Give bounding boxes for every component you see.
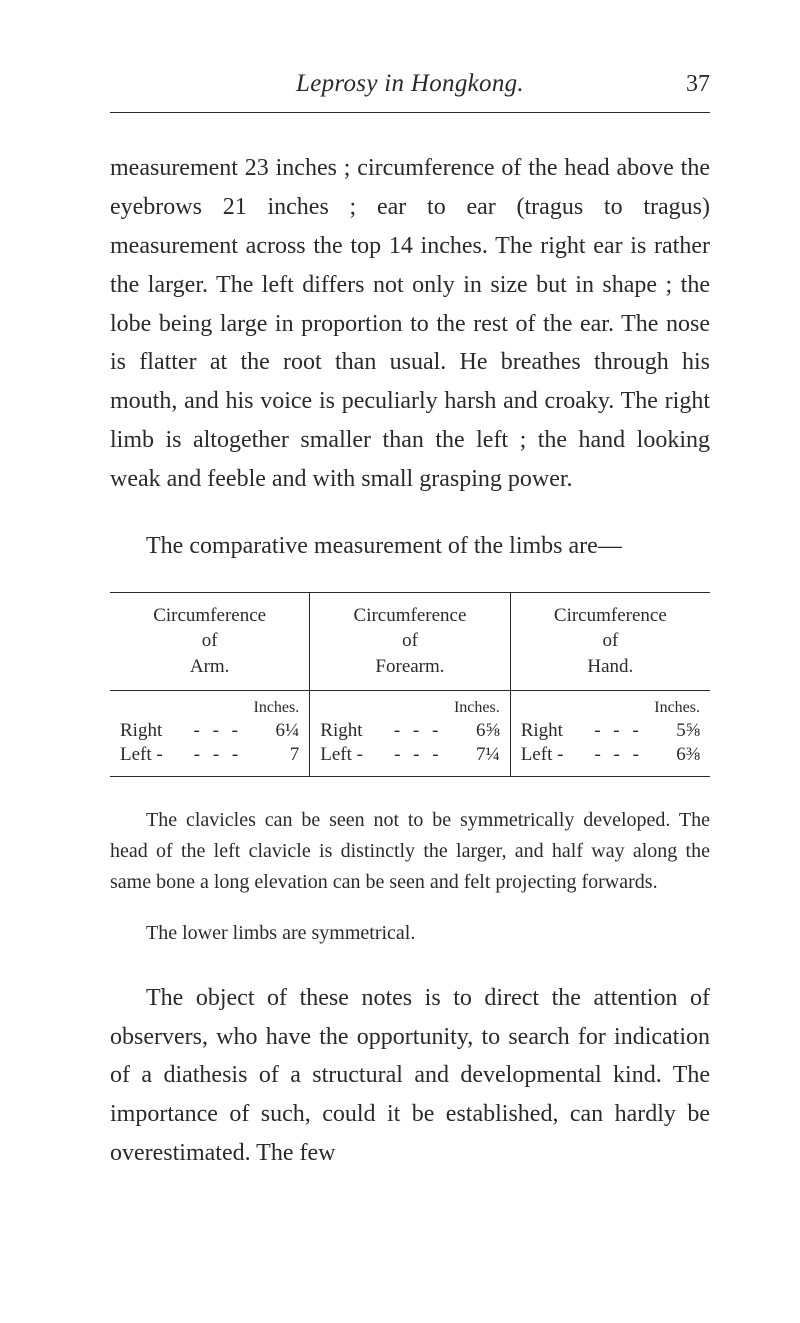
cell-left-forearm: Left - - - - 7¼ — [310, 743, 510, 777]
table-header-row: CircumferenceofArm. CircumferenceofForea… — [110, 592, 710, 690]
row-label: Right — [521, 720, 563, 742]
row-label: Right — [120, 720, 162, 742]
cell-left-arm: Left - - - - 7 — [110, 743, 310, 777]
row-label: Right — [320, 720, 362, 742]
value: 6⅝ — [474, 720, 500, 742]
value: 7 — [273, 744, 299, 766]
row-label: Left - — [320, 744, 363, 766]
dash-fill: - - - — [363, 720, 474, 742]
dash-fill: - - - — [162, 720, 273, 742]
paragraph-1: measurement 23 inches ; circumference of… — [110, 149, 710, 499]
cell-left-hand: Left - - - - 6⅜ — [510, 743, 710, 777]
note-clavicles: The clavicles can be seen not to be symm… — [110, 805, 710, 898]
dash-fill: - - - — [563, 744, 674, 766]
col-header-forearm: CircumferenceofForearm. — [310, 592, 510, 690]
unit-forearm: Inches. — [310, 690, 510, 719]
row-label: Left - — [521, 744, 564, 766]
value: 6⅜ — [674, 744, 700, 766]
value: 5⅝ — [674, 720, 700, 742]
col-header-forearm-text: CircumferenceofForearm. — [354, 605, 467, 677]
row-label: Left - — [120, 744, 163, 766]
cell-right-hand: Right - - - 5⅝ — [510, 719, 710, 743]
cell-right-forearm: Right - - - 6⅝ — [310, 719, 510, 743]
table-row: Left - - - - 7 Left - - - - 7¼ Left - — [110, 743, 710, 777]
table-row: Right - - - 6¼ Right - - - 6⅝ Right — [110, 719, 710, 743]
header-rule — [110, 112, 710, 113]
page: Leprosy in Hongkong. 37 measurement 23 i… — [0, 0, 800, 1323]
dash-fill: - - - — [563, 720, 674, 742]
unit-hand: Inches. — [510, 690, 710, 719]
cell-right-arm: Right - - - 6¼ — [110, 719, 310, 743]
col-header-hand: CircumferenceofHand. — [510, 592, 710, 690]
value: 6¼ — [273, 720, 299, 742]
dash-fill: - - - — [163, 744, 274, 766]
note-lower-limbs: The lower limbs are symmetrical. — [110, 918, 710, 949]
col-header-hand-text: CircumferenceofHand. — [554, 605, 667, 677]
measurements-table: CircumferenceofArm. CircumferenceofForea… — [110, 592, 710, 777]
paragraph-3: The object of these notes is to direct t… — [110, 979, 710, 1173]
unit-arm: Inches. — [110, 690, 310, 719]
table-units-row: Inches. Inches. Inches. — [110, 690, 710, 719]
col-header-arm: CircumferenceofArm. — [110, 592, 310, 690]
page-number: 37 — [670, 71, 710, 98]
paragraph-2: The comparative measurement of the limbs… — [110, 527, 710, 566]
running-title: Leprosy in Hongkong. — [150, 70, 670, 98]
col-header-arm-text: CircumferenceofArm. — [153, 605, 266, 677]
value: 7¼ — [474, 744, 500, 766]
running-head: Leprosy in Hongkong. 37 — [110, 70, 710, 98]
dash-fill: - - - — [363, 744, 474, 766]
